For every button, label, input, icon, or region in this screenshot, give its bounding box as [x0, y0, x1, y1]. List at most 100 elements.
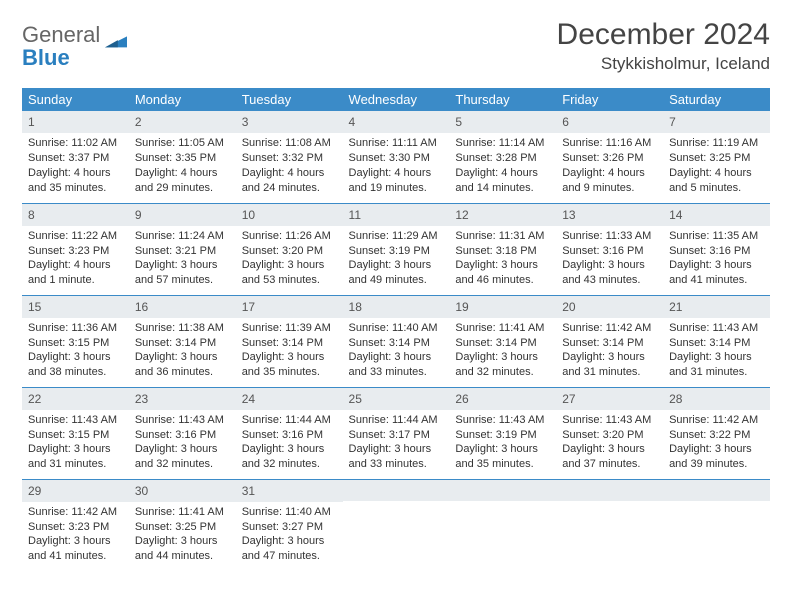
- sunset-text: Sunset: 3:14 PM: [562, 336, 657, 351]
- day-of-week-header: Tuesday: [236, 88, 343, 111]
- sunrise-text: Sunrise: 11:16 AM: [562, 136, 657, 151]
- logo-text-general: General: [22, 22, 100, 47]
- sunset-text: Sunset: 3:14 PM: [135, 336, 230, 351]
- sunrise-text: Sunrise: 11:19 AM: [669, 136, 764, 151]
- sunrise-text: Sunrise: 11:43 AM: [562, 413, 657, 428]
- logo: General Blue: [22, 24, 127, 70]
- day-of-week-header: Thursday: [449, 88, 556, 111]
- daylight-text: Daylight: 3 hours and 41 minutes.: [669, 258, 764, 288]
- sunrise-text: Sunrise: 11:39 AM: [242, 321, 337, 336]
- day-content: Sunrise: 11:26 AMSunset: 3:20 PMDaylight…: [236, 226, 343, 294]
- title-block: December 2024 Stykkisholmur, Iceland: [557, 18, 770, 74]
- calendar-table: SundayMondayTuesdayWednesdayThursdayFrid…: [22, 88, 770, 571]
- daylight-text: Daylight: 4 hours and 9 minutes.: [562, 166, 657, 196]
- day-content: Sunrise: 11:40 AMSunset: 3:27 PMDaylight…: [236, 502, 343, 570]
- day-of-week-header: Saturday: [663, 88, 770, 111]
- sunset-text: Sunset: 3:14 PM: [242, 336, 337, 351]
- day-cell: 6Sunrise: 11:16 AMSunset: 3:26 PMDayligh…: [556, 111, 663, 203]
- day-cell: 10Sunrise: 11:26 AMSunset: 3:20 PMDaylig…: [236, 203, 343, 295]
- sunrise-text: Sunrise: 11:24 AM: [135, 229, 230, 244]
- sunrise-text: Sunrise: 11:44 AM: [242, 413, 337, 428]
- week-row: 22Sunrise: 11:43 AMSunset: 3:15 PMDaylig…: [22, 387, 770, 479]
- day-cell: 20Sunrise: 11:42 AMSunset: 3:14 PMDaylig…: [556, 295, 663, 387]
- day-content: Sunrise: 11:39 AMSunset: 3:14 PMDaylight…: [236, 318, 343, 386]
- sunrise-text: Sunrise: 11:22 AM: [28, 229, 123, 244]
- daylight-text: Daylight: 3 hours and 33 minutes.: [349, 350, 444, 380]
- day-content: Sunrise: 11:36 AMSunset: 3:15 PMDaylight…: [22, 318, 129, 386]
- day-cell: 25Sunrise: 11:44 AMSunset: 3:17 PMDaylig…: [343, 387, 450, 479]
- day-cell: 13Sunrise: 11:33 AMSunset: 3:16 PMDaylig…: [556, 203, 663, 295]
- day-cell: 3Sunrise: 11:08 AMSunset: 3:32 PMDayligh…: [236, 111, 343, 203]
- daylight-text: Daylight: 4 hours and 35 minutes.: [28, 166, 123, 196]
- day-number: 14: [663, 204, 770, 226]
- daylight-text: Daylight: 3 hours and 33 minutes.: [349, 442, 444, 472]
- daylight-text: Daylight: 4 hours and 19 minutes.: [349, 166, 444, 196]
- daylight-text: Daylight: 4 hours and 1 minute.: [28, 258, 123, 288]
- day-content: Sunrise: 11:43 AMSunset: 3:15 PMDaylight…: [22, 410, 129, 478]
- sunset-text: Sunset: 3:17 PM: [349, 428, 444, 443]
- daylight-text: Daylight: 3 hours and 31 minutes.: [28, 442, 123, 472]
- day-content: Sunrise: 11:43 AMSunset: 3:16 PMDaylight…: [129, 410, 236, 478]
- day-content: Sunrise: 11:38 AMSunset: 3:14 PMDaylight…: [129, 318, 236, 386]
- daylight-text: Daylight: 3 hours and 38 minutes.: [28, 350, 123, 380]
- sunrise-text: Sunrise: 11:05 AM: [135, 136, 230, 151]
- day-content: Sunrise: 11:42 AMSunset: 3:22 PMDaylight…: [663, 410, 770, 478]
- day-cell: 7Sunrise: 11:19 AMSunset: 3:25 PMDayligh…: [663, 111, 770, 203]
- week-row: 1Sunrise: 11:02 AMSunset: 3:37 PMDayligh…: [22, 111, 770, 203]
- sunset-text: Sunset: 3:16 PM: [135, 428, 230, 443]
- sunset-text: Sunset: 3:37 PM: [28, 151, 123, 166]
- day-content: Sunrise: 11:05 AMSunset: 3:35 PMDaylight…: [129, 133, 236, 201]
- sunset-text: Sunset: 3:28 PM: [455, 151, 550, 166]
- sunrise-text: Sunrise: 11:43 AM: [135, 413, 230, 428]
- sunset-text: Sunset: 3:15 PM: [28, 336, 123, 351]
- sunset-text: Sunset: 3:15 PM: [28, 428, 123, 443]
- sunset-text: Sunset: 3:23 PM: [28, 244, 123, 259]
- sunrise-text: Sunrise: 11:40 AM: [242, 505, 337, 520]
- daylight-text: Daylight: 3 hours and 35 minutes.: [455, 442, 550, 472]
- daylight-text: Daylight: 3 hours and 39 minutes.: [669, 442, 764, 472]
- daylight-text: Daylight: 3 hours and 57 minutes.: [135, 258, 230, 288]
- day-content: Sunrise: 11:24 AMSunset: 3:21 PMDaylight…: [129, 226, 236, 294]
- day-number: 6: [556, 111, 663, 133]
- day-cell: 15Sunrise: 11:36 AMSunset: 3:15 PMDaylig…: [22, 295, 129, 387]
- day-cell: [449, 479, 556, 571]
- sunrise-text: Sunrise: 11:43 AM: [669, 321, 764, 336]
- day-cell: 17Sunrise: 11:39 AMSunset: 3:14 PMDaylig…: [236, 295, 343, 387]
- day-cell: 31Sunrise: 11:40 AMSunset: 3:27 PMDaylig…: [236, 479, 343, 571]
- daylight-text: Daylight: 3 hours and 36 minutes.: [135, 350, 230, 380]
- day-cell: 27Sunrise: 11:43 AMSunset: 3:20 PMDaylig…: [556, 387, 663, 479]
- month-title: December 2024: [557, 18, 770, 52]
- day-content: Sunrise: 11:43 AMSunset: 3:14 PMDaylight…: [663, 318, 770, 386]
- day-of-week-row: SundayMondayTuesdayWednesdayThursdayFrid…: [22, 88, 770, 111]
- day-number: 12: [449, 204, 556, 226]
- day-content: Sunrise: 11:35 AMSunset: 3:16 PMDaylight…: [663, 226, 770, 294]
- day-number: 25: [343, 388, 450, 410]
- sunset-text: Sunset: 3:16 PM: [669, 244, 764, 259]
- day-cell: 11Sunrise: 11:29 AMSunset: 3:19 PMDaylig…: [343, 203, 450, 295]
- day-cell: 12Sunrise: 11:31 AMSunset: 3:18 PMDaylig…: [449, 203, 556, 295]
- day-cell: 8 Sunrise: 11:22 AMSunset: 3:23 PMDayligh…: [22, 203, 129, 295]
- day-content: Sunrise: 11:41 AMSunset: 3:14 PMDaylight…: [449, 318, 556, 386]
- header: General Blue December 2024 Stykkisholmur…: [22, 18, 770, 74]
- sunset-text: Sunset: 3:35 PM: [135, 151, 230, 166]
- daylight-text: Daylight: 3 hours and 53 minutes.: [242, 258, 337, 288]
- sunset-text: Sunset: 3:25 PM: [669, 151, 764, 166]
- day-of-week-header: Friday: [556, 88, 663, 111]
- day-number: 28: [663, 388, 770, 410]
- day-content: Sunrise: 11:41 AMSunset: 3:25 PMDaylight…: [129, 502, 236, 570]
- daylight-text: Daylight: 3 hours and 46 minutes.: [455, 258, 550, 288]
- day-number: 16: [129, 296, 236, 318]
- day-number: 3: [236, 111, 343, 133]
- day-number: 13: [556, 204, 663, 226]
- daylight-text: Daylight: 3 hours and 37 minutes.: [562, 442, 657, 472]
- day-content: Sunrise: 11:40 AMSunset: 3:14 PMDaylight…: [343, 318, 450, 386]
- sunrise-text: Sunrise: 11:36 AM: [28, 321, 123, 336]
- day-cell: [556, 479, 663, 571]
- day-cell: 1Sunrise: 11:02 AMSunset: 3:37 PMDayligh…: [22, 111, 129, 203]
- day-cell: 28Sunrise: 11:42 AMSunset: 3:22 PMDaylig…: [663, 387, 770, 479]
- day-of-week-header: Monday: [129, 88, 236, 111]
- daylight-text: Daylight: 3 hours and 32 minutes.: [455, 350, 550, 380]
- sunset-text: Sunset: 3:30 PM: [349, 151, 444, 166]
- day-number: 8: [22, 204, 129, 226]
- day-cell: 21Sunrise: 11:43 AMSunset: 3:14 PMDaylig…: [663, 295, 770, 387]
